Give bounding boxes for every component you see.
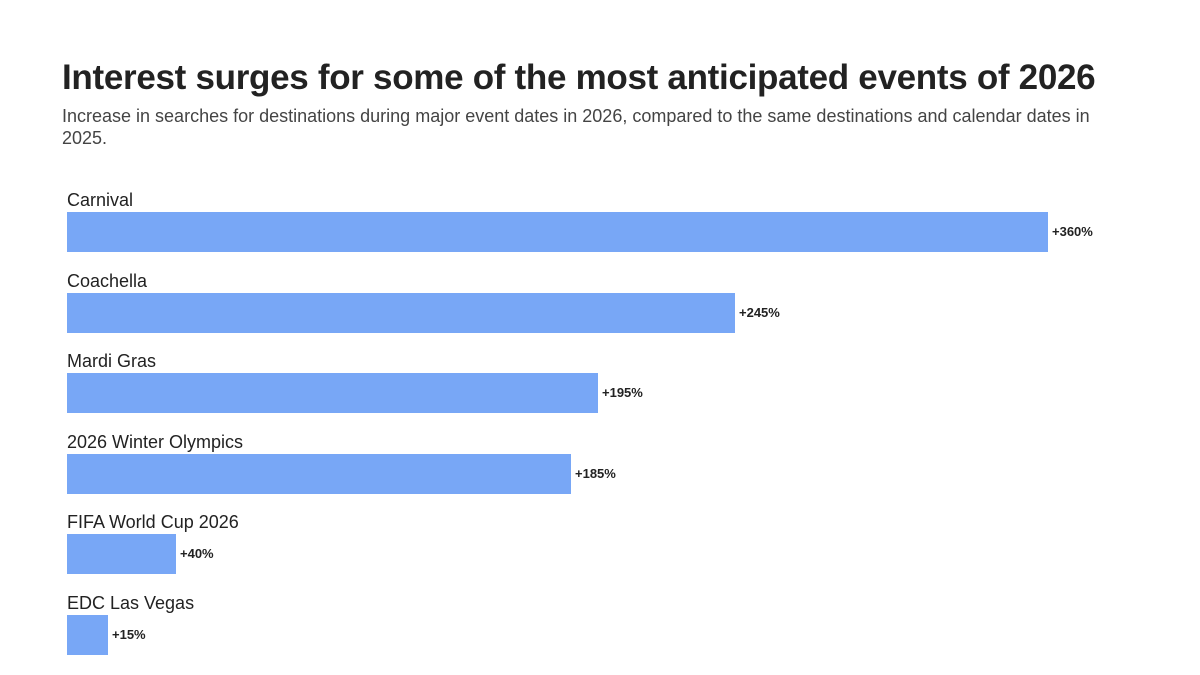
- bar-group: Carnival +360%: [67, 189, 1167, 259]
- chart-subtitle: Increase in searches for destinations du…: [62, 106, 1090, 148]
- bar-group: Coachella +245%: [67, 270, 1167, 340]
- bar-chart: Carnival +360% Coachella +245% Mardi Gras +19…: [62, 189, 1172, 669]
- chart-title: Interest surges for some of the most ant…: [62, 58, 1096, 97]
- bar: [67, 614, 108, 655]
- data-label: +185%: [575, 465, 616, 481]
- category-label: EDC Las Vegas: [67, 592, 195, 613]
- bar: [67, 212, 1048, 252]
- bar: [67, 373, 598, 413]
- category-label: Coachella: [67, 270, 148, 291]
- category-label: Mardi Gras: [67, 351, 157, 371]
- category-label: FIFA World Cup 2026: [67, 512, 239, 532]
- bar-group: FIFA World Cup 2026 +40%: [67, 511, 1167, 581]
- bar: [67, 453, 571, 494]
- bar: [67, 292, 735, 333]
- chart-container: Interest surges for some of the most ant…: [62, 55, 1172, 655]
- category-label: 2026 Winter Olympics: [67, 431, 244, 452]
- bar: [67, 534, 176, 574]
- bar-group: Mardi Gras +195%: [67, 350, 1167, 420]
- data-label: +15%: [112, 626, 146, 642]
- bar-group: 2026 Winter Olympics +185%: [67, 431, 1167, 501]
- bar-group: EDC Las Vegas +15%: [67, 592, 1167, 662]
- data-label: +195%: [602, 385, 643, 400]
- data-label: +245%: [739, 304, 780, 320]
- category-label: Carnival: [67, 190, 134, 210]
- data-label: +40%: [180, 546, 214, 561]
- data-label: +360%: [1052, 224, 1093, 239]
